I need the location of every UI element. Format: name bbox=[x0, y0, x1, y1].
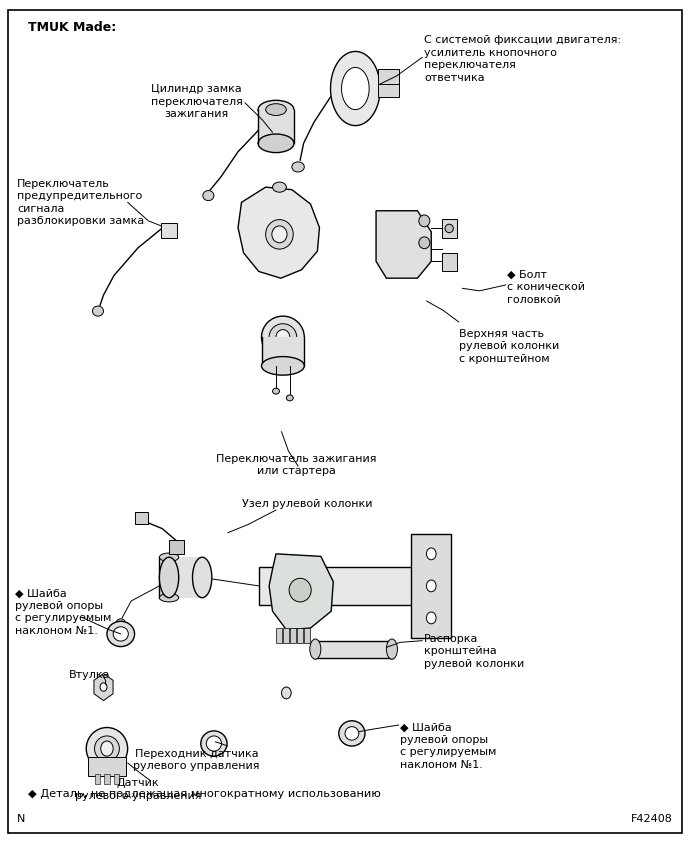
Ellipse shape bbox=[193, 557, 212, 598]
Ellipse shape bbox=[386, 639, 397, 659]
Text: N: N bbox=[17, 814, 26, 824]
Ellipse shape bbox=[445, 224, 453, 233]
Ellipse shape bbox=[206, 736, 221, 751]
Bar bbox=[378, 80, 399, 97]
Ellipse shape bbox=[273, 388, 279, 395]
Bar bbox=[314, 641, 393, 658]
Ellipse shape bbox=[266, 104, 286, 115]
Bar bbox=[114, 774, 119, 784]
Text: Переходник датчика
рулевого управления: Переходник датчика рулевого управления bbox=[133, 749, 260, 771]
Ellipse shape bbox=[95, 736, 119, 761]
Polygon shape bbox=[94, 674, 113, 701]
Ellipse shape bbox=[339, 721, 365, 746]
Ellipse shape bbox=[100, 683, 107, 691]
Text: Верхняя часть
рулевой колонки
с кронштейном: Верхняя часть рулевой колонки с кронштей… bbox=[459, 329, 559, 363]
Ellipse shape bbox=[107, 621, 135, 647]
Polygon shape bbox=[269, 554, 333, 630]
Ellipse shape bbox=[289, 578, 311, 602]
Ellipse shape bbox=[159, 553, 179, 561]
Text: ◆ Шайба
рулевой опоры
с регулируемым
наклоном №1.: ◆ Шайба рулевой опоры с регулируемым нак… bbox=[400, 722, 497, 770]
Text: C системой фиксации двигателя:
усилитель кнопочного
переключателя
ответчика: C системой фиксации двигателя: усилитель… bbox=[424, 35, 622, 83]
Bar bbox=[169, 540, 184, 554]
Ellipse shape bbox=[419, 237, 430, 249]
Text: Втулка: Втулка bbox=[69, 670, 110, 680]
Ellipse shape bbox=[273, 182, 286, 192]
Polygon shape bbox=[262, 337, 304, 366]
Ellipse shape bbox=[159, 557, 179, 598]
Text: F42408: F42408 bbox=[631, 814, 673, 824]
Ellipse shape bbox=[282, 687, 291, 699]
Bar bbox=[88, 757, 126, 776]
Ellipse shape bbox=[266, 219, 293, 250]
Polygon shape bbox=[238, 187, 319, 278]
Ellipse shape bbox=[159, 593, 179, 602]
Bar bbox=[411, 534, 451, 638]
Ellipse shape bbox=[269, 324, 297, 351]
Ellipse shape bbox=[86, 728, 128, 770]
Text: ◆ Деталь, не подлежащая многократному использованию: ◆ Деталь, не подлежащая многократному ис… bbox=[28, 789, 380, 799]
Bar bbox=[297, 628, 303, 643]
Ellipse shape bbox=[262, 357, 304, 375]
Text: Переключатель
предупредительного
сигнала
разблокировки замка: Переключатель предупредительного сигнала… bbox=[17, 179, 144, 226]
Ellipse shape bbox=[426, 612, 436, 624]
Polygon shape bbox=[342, 67, 369, 110]
Text: TMUK Made:: TMUK Made: bbox=[28, 21, 116, 34]
Ellipse shape bbox=[92, 306, 104, 316]
Ellipse shape bbox=[345, 727, 359, 740]
Bar bbox=[442, 219, 457, 238]
Ellipse shape bbox=[101, 741, 113, 756]
Ellipse shape bbox=[419, 215, 430, 227]
Ellipse shape bbox=[203, 191, 214, 201]
Text: Переключатель зажигания
или стартера: Переключатель зажигания или стартера bbox=[217, 454, 377, 476]
Ellipse shape bbox=[276, 330, 290, 345]
Ellipse shape bbox=[113, 627, 128, 641]
Ellipse shape bbox=[310, 639, 321, 659]
Text: ◆ Шайба
рулевой опоры
с регулируемым
наклоном №1.: ◆ Шайба рулевой опоры с регулируемым нак… bbox=[15, 588, 112, 636]
Ellipse shape bbox=[292, 162, 304, 172]
Ellipse shape bbox=[286, 395, 293, 401]
Ellipse shape bbox=[116, 619, 126, 629]
Bar bbox=[290, 628, 296, 643]
Ellipse shape bbox=[426, 548, 436, 560]
Bar bbox=[378, 69, 399, 84]
Bar bbox=[95, 774, 100, 784]
Polygon shape bbox=[258, 110, 294, 143]
Text: Распорка
кронштейна
рулевой колонки: Распорка кронштейна рулевой колонки bbox=[424, 634, 524, 668]
Ellipse shape bbox=[272, 226, 287, 243]
Text: Датчик
рулевого управления: Датчик рулевого управления bbox=[75, 778, 201, 801]
Bar bbox=[161, 223, 177, 238]
Ellipse shape bbox=[201, 731, 227, 756]
Bar bbox=[259, 566, 417, 605]
Text: Цилиндр замка
переключателя
зажигания: Цилиндр замка переключателя зажигания bbox=[150, 84, 243, 119]
Bar bbox=[283, 628, 289, 643]
Ellipse shape bbox=[262, 316, 304, 358]
Polygon shape bbox=[331, 51, 380, 126]
Polygon shape bbox=[376, 211, 431, 278]
Bar bbox=[276, 628, 282, 643]
Text: Узел рулевой колонки: Узел рулевой колонки bbox=[241, 499, 373, 509]
Bar bbox=[104, 774, 110, 784]
Bar bbox=[135, 512, 148, 524]
Bar bbox=[304, 628, 310, 643]
Polygon shape bbox=[159, 557, 202, 598]
Ellipse shape bbox=[426, 580, 436, 592]
Text: ◆ Болт
с конической
головкой: ◆ Болт с конической головкой bbox=[507, 270, 585, 304]
Ellipse shape bbox=[258, 134, 294, 153]
Ellipse shape bbox=[258, 100, 294, 119]
Bar bbox=[442, 253, 457, 271]
